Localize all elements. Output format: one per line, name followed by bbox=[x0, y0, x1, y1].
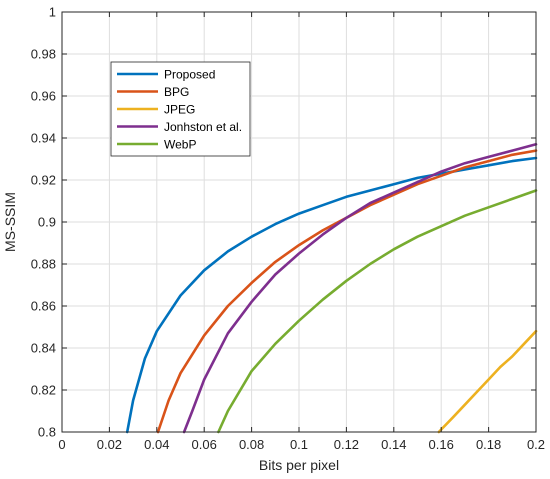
y-tick-label: 0.84 bbox=[31, 341, 56, 356]
y-tick-label: 0.88 bbox=[31, 257, 56, 272]
y-tick-label: 0.9 bbox=[38, 215, 56, 230]
legend-label: BPG bbox=[164, 85, 189, 99]
series-line-jonhston-et-al bbox=[182, 143, 538, 434]
legend-label: WebP bbox=[164, 138, 196, 152]
series-line-jpeg bbox=[437, 329, 538, 434]
x-tick-label: 0.14 bbox=[381, 437, 406, 452]
series-line-bpg bbox=[156, 149, 538, 434]
y-axis-label: MS-SSIM bbox=[2, 192, 18, 252]
x-tick-label: 0.12 bbox=[334, 437, 359, 452]
x-tick-label: 0.2 bbox=[527, 437, 545, 452]
x-tick-label: 0 bbox=[58, 437, 65, 452]
legend-label: Jonhston et al. bbox=[164, 120, 242, 134]
x-tick-label: 0.1 bbox=[290, 437, 308, 452]
x-tick-label: 0.08 bbox=[239, 437, 264, 452]
x-axis-label: Bits per pixel bbox=[259, 457, 339, 473]
y-tick-label: 0.82 bbox=[31, 383, 56, 398]
x-tick-label: 0.06 bbox=[192, 437, 217, 452]
series-line-proposed bbox=[125, 156, 538, 434]
x-tick-label: 0.02 bbox=[97, 437, 122, 452]
y-tick-label: 0.98 bbox=[31, 47, 56, 62]
series-lines bbox=[125, 143, 538, 434]
y-tick-label: 0.96 bbox=[31, 89, 56, 104]
axis-ticks: 0 0.02 0.04 0.06 0.08 0.1 0.12 0.14 0.16 0.18 0.2 0… bbox=[31, 5, 545, 453]
x-tick-label: 0.16 bbox=[429, 437, 454, 452]
x-tick-label: 0.04 bbox=[144, 437, 169, 452]
series-line-webp bbox=[217, 189, 538, 434]
y-tick-label: 0.86 bbox=[31, 299, 56, 314]
legend-label: JPEG bbox=[164, 103, 195, 117]
y-tick-label: 0.8 bbox=[38, 425, 56, 440]
y-tick-label: 0.94 bbox=[31, 131, 56, 146]
legend-label: Proposed bbox=[164, 68, 215, 82]
x-tick-label: 0.18 bbox=[476, 437, 501, 452]
legend: Proposed BPG JPEG Jonhston et al. WebP bbox=[110, 61, 251, 157]
y-tick-label: 1 bbox=[49, 5, 56, 20]
y-tick-label: 0.92 bbox=[31, 173, 56, 188]
